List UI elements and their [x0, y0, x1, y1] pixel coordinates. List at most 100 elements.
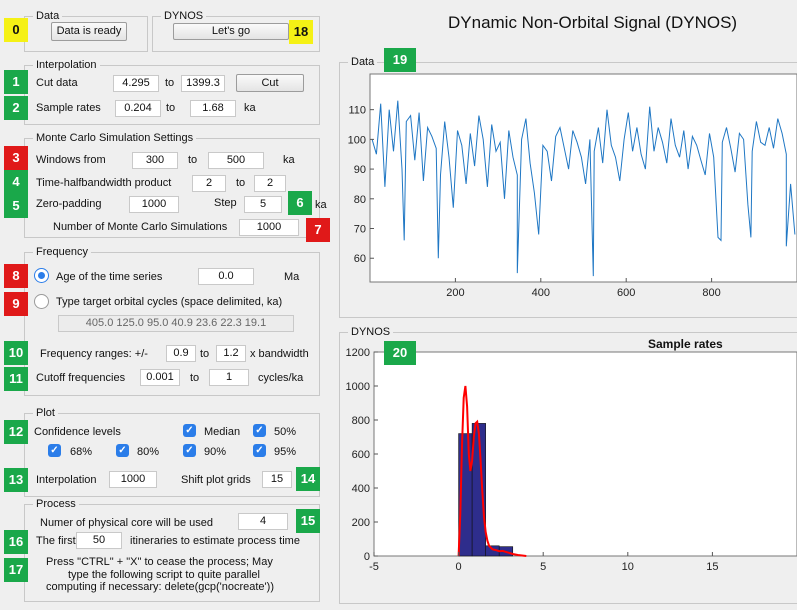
- process-note-line2: type the following script to quite paral…: [68, 569, 260, 581]
- process-title: Process: [33, 497, 79, 511]
- target-label: Type target orbital cycles (space delimi…: [56, 296, 283, 308]
- p90-label: 90%: [204, 446, 227, 458]
- line-y-tick-label: 100: [348, 134, 366, 146]
- badge-15: 15: [296, 509, 320, 533]
- data-chart-panel: Data: [339, 55, 797, 318]
- step-unit-label: ka: [315, 199, 327, 211]
- sample-from-input[interactable]: 0.204: [115, 100, 161, 117]
- cut-button[interactable]: Cut: [236, 74, 304, 92]
- data-group: Data Data is ready: [24, 9, 148, 52]
- badge-8: 8: [4, 264, 28, 288]
- sample-to-input[interactable]: 1.68: [190, 100, 236, 117]
- p80-label: 80%: [137, 446, 160, 458]
- age-radio[interactable]: [34, 268, 49, 283]
- badge-16: 16: [4, 530, 28, 554]
- p50-label: 50%: [274, 426, 297, 438]
- windows-from-input[interactable]: 300: [132, 152, 178, 169]
- histogram-bar: [471, 423, 486, 557]
- histogram-y-tick-label: 200: [352, 517, 370, 529]
- badge-10: 10: [4, 341, 28, 365]
- process-note-line1: Press "CTRL" + "X" to cease the process;…: [46, 556, 273, 568]
- histogram-y-tick-label: 800: [352, 415, 370, 427]
- p95-checkbox[interactable]: ✓: [253, 444, 266, 457]
- p68-checkbox[interactable]: ✓: [48, 444, 61, 457]
- badge-7: 7: [306, 218, 330, 242]
- process-note-line3: computing if necessary: delete(gcp('nocr…: [46, 581, 274, 593]
- plot-interp-input[interactable]: 1000: [109, 471, 157, 488]
- cores-input[interactable]: 4: [238, 513, 288, 530]
- histogram-x-tick-label: 10: [622, 561, 634, 573]
- windows-to-input[interactable]: 500: [208, 152, 264, 169]
- median-label: Median: [204, 426, 241, 438]
- sample-unit-label: ka: [244, 102, 256, 114]
- cutoff-label: Cutoff frequencies: [36, 372, 126, 384]
- cut-to-input[interactable]: 1399.3: [181, 75, 225, 92]
- line-x-tick-label: 400: [532, 287, 550, 299]
- cutoff-unit-label: cycles/ka: [258, 372, 304, 384]
- histogram-plot-area: [373, 351, 797, 557]
- shift-label: Shift plot grids: [181, 474, 251, 486]
- thb-from-input[interactable]: 2: [192, 175, 226, 192]
- dynos-chart-panel: DYNOS: [339, 325, 797, 604]
- lets-go-button[interactable]: Let's go: [173, 23, 289, 40]
- interpolation-group: Interpolation: [24, 58, 320, 125]
- ranges-to-input[interactable]: 1.2: [216, 345, 246, 362]
- thb-to-label: to: [236, 177, 246, 189]
- step-input[interactable]: 5: [244, 196, 282, 213]
- density-curve: [457, 385, 527, 557]
- dynos-group: DYNOS Let's go: [152, 9, 320, 52]
- age-input[interactable]: 0.0: [198, 268, 254, 285]
- dynos-chart-title: DYNOS: [348, 325, 394, 339]
- histogram-x-tick-label: 0: [456, 561, 462, 573]
- plot-title: Plot: [33, 406, 58, 420]
- ranges-from-input[interactable]: 0.9: [166, 345, 196, 362]
- histogram-y-tick-label: 1200: [346, 347, 370, 359]
- histogram-title: Sample rates: [648, 337, 723, 351]
- thb-to-input[interactable]: 2: [254, 175, 286, 192]
- median-checkbox[interactable]: ✓: [183, 424, 196, 437]
- cutoff-from-input[interactable]: 0.001: [140, 369, 180, 386]
- cores-label: Numer of physical core will be used: [40, 517, 214, 529]
- monte-carlo-title: Monte Carlo Simulation Settings: [33, 131, 197, 145]
- data-line-chart: 200 400 600 800 60 70 80 90 100 110: [348, 73, 797, 299]
- age-label: Age of the time series: [56, 271, 163, 283]
- histogram-y-tick-label: 600: [352, 449, 370, 461]
- data-status-button[interactable]: Data is ready: [51, 22, 127, 41]
- zero-padding-label: Zero-padding: [36, 198, 102, 210]
- cut-from-input[interactable]: 4.295: [113, 75, 159, 92]
- shift-input[interactable]: 15: [262, 471, 292, 488]
- badge-19: 19: [384, 48, 416, 72]
- plot-group: Plot: [24, 406, 320, 497]
- data-group-title: Data: [33, 9, 63, 23]
- line-chart-plot-area: [369, 73, 797, 283]
- badge-11: 11: [4, 367, 28, 391]
- line-y-tick-label: 60: [354, 253, 366, 265]
- data-chart-title: Data: [348, 55, 378, 69]
- p90-checkbox[interactable]: ✓: [183, 444, 196, 457]
- plot-interp-label: Interpolation: [36, 474, 97, 486]
- frequency-title: Frequency: [33, 245, 91, 259]
- first-input[interactable]: 50: [76, 532, 122, 549]
- windows-to-label: to: [188, 154, 198, 166]
- target-input[interactable]: 405.0 125.0 95.0 40.9 23.6 22.3 19.1: [58, 315, 294, 332]
- zero-padding-input[interactable]: 1000: [129, 196, 179, 213]
- step-label: Step: [214, 197, 237, 209]
- app-title: DYnamic Non-Orbital Signal (DYNOS): [448, 13, 738, 32]
- p50-checkbox[interactable]: ✓: [253, 424, 266, 437]
- p80-checkbox[interactable]: ✓: [116, 444, 129, 457]
- cutoff-to-input[interactable]: 1: [209, 369, 249, 386]
- histogram-y-tick-label: 400: [352, 483, 370, 495]
- badge-13: 13: [4, 468, 28, 492]
- sample-to-label: to: [166, 102, 176, 114]
- sample-rates-label: Sample rates: [36, 102, 101, 114]
- badge-9: 9: [4, 292, 28, 316]
- target-radio[interactable]: [34, 294, 49, 309]
- badge-1: 1: [4, 70, 28, 94]
- nsim-input[interactable]: 1000: [239, 219, 299, 236]
- p95-label: 95%: [274, 446, 297, 458]
- histogram-y-tick-label: 0: [364, 551, 370, 563]
- monte-carlo-group: Monte Carlo Simulation Settings: [24, 131, 320, 238]
- histogram-x-tick-label: 5: [540, 561, 546, 573]
- frequency-group: Frequency: [24, 245, 320, 396]
